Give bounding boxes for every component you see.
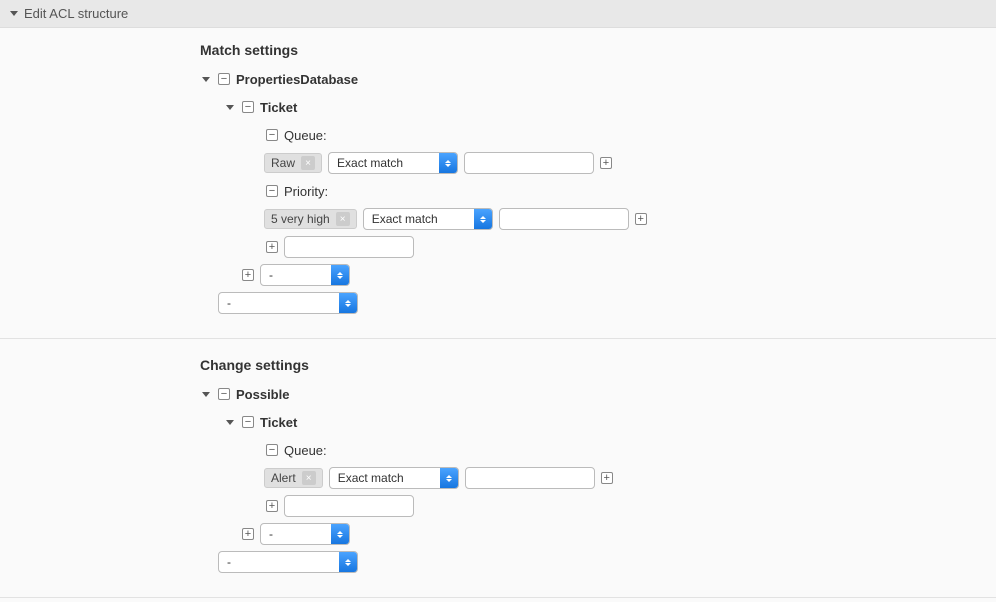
queue-match-select[interactable]: Exact match [328, 152, 458, 174]
field-select[interactable]: - [260, 264, 350, 286]
root-select[interactable]: - [218, 551, 358, 573]
caret-down-icon[interactable] [226, 105, 234, 110]
remove-tag-icon[interactable]: × [301, 156, 315, 170]
match-priority-label-row: Priority: [200, 180, 986, 202]
select-arrows-icon [331, 524, 349, 544]
new-field-input[interactable] [284, 495, 414, 517]
select-arrows-icon [339, 293, 357, 313]
change-root-select-row: - [200, 551, 986, 573]
add-icon[interactable] [600, 157, 612, 169]
match-new-field-row [200, 236, 986, 258]
queue-match-select-value: Exact match [330, 468, 440, 488]
change-queue-label-row: Queue: [200, 439, 986, 461]
remove-tag-icon[interactable]: × [302, 471, 316, 485]
change-ticket-label: Ticket [260, 415, 297, 430]
queue-match-select[interactable]: Exact match [329, 467, 459, 489]
match-ticket-row: Ticket [200, 96, 986, 118]
match-queue-value-row: Raw × Exact match [200, 152, 986, 174]
priority-label: Priority: [284, 184, 328, 199]
field-select-value: - [261, 524, 331, 544]
change-root-label: Possible [236, 387, 289, 402]
queue-label: Queue: [284, 128, 327, 143]
collapse-icon[interactable] [218, 73, 230, 85]
collapse-icon[interactable] [266, 444, 278, 456]
section-divider [0, 338, 996, 339]
new-field-input[interactable] [284, 236, 414, 258]
queue-label: Queue: [284, 443, 327, 458]
queue-tag: Raw × [264, 153, 322, 173]
queue-match-select-value: Exact match [329, 153, 439, 173]
collapse-icon[interactable] [242, 416, 254, 428]
change-new-field-row [200, 495, 986, 517]
caret-down-icon[interactable] [202, 77, 210, 82]
queue-value-input[interactable] [465, 467, 595, 489]
collapse-icon[interactable] [218, 388, 230, 400]
queue-tag-text: Raw [271, 156, 295, 170]
field-select-value: - [261, 265, 331, 285]
collapse-icon[interactable] [266, 185, 278, 197]
select-arrows-icon [339, 552, 357, 572]
select-arrows-icon [331, 265, 349, 285]
change-root-row: Possible [200, 383, 986, 405]
priority-value-input[interactable] [499, 208, 629, 230]
root-select-value: - [219, 293, 339, 313]
match-priority-value-row: 5 very high × Exact match [200, 208, 986, 230]
select-arrows-icon [474, 209, 492, 229]
panel-title: Edit ACL structure [24, 6, 128, 21]
add-icon[interactable] [635, 213, 647, 225]
caret-down-icon[interactable] [226, 420, 234, 425]
root-select[interactable]: - [218, 292, 358, 314]
queue-tag: Alert × [264, 468, 323, 488]
collapse-icon[interactable] [266, 129, 278, 141]
match-field-select-row: - [200, 264, 986, 286]
caret-down-icon[interactable] [202, 392, 210, 397]
add-icon[interactable] [266, 500, 278, 512]
select-arrows-icon [440, 468, 458, 488]
change-section: Change settings Possible Ticket Queue: A… [0, 343, 996, 593]
priority-tag: 5 very high × [264, 209, 357, 229]
change-section-title: Change settings [200, 357, 986, 373]
add-icon[interactable] [242, 528, 254, 540]
match-queue-label-row: Queue: [200, 124, 986, 146]
field-select[interactable]: - [260, 523, 350, 545]
match-root-select-row: - [200, 292, 986, 314]
remove-tag-icon[interactable]: × [336, 212, 350, 226]
match-section-title: Match settings [200, 42, 986, 58]
match-ticket-label: Ticket [260, 100, 297, 115]
add-icon[interactable] [242, 269, 254, 281]
priority-match-select[interactable]: Exact match [363, 208, 493, 230]
panel-header[interactable]: Edit ACL structure [0, 0, 996, 28]
add-icon[interactable] [601, 472, 613, 484]
priority-tag-text: 5 very high [271, 212, 330, 226]
section-divider [0, 597, 996, 598]
queue-tag-text: Alert [271, 471, 296, 485]
collapse-icon[interactable] [242, 101, 254, 113]
select-arrows-icon [439, 153, 457, 173]
caret-down-icon [10, 11, 18, 16]
match-root-label: PropertiesDatabase [236, 72, 358, 87]
queue-value-input[interactable] [464, 152, 594, 174]
match-section: Match settings PropertiesDatabase Ticket… [0, 28, 996, 334]
root-select-value: - [219, 552, 339, 572]
change-queue-value-row: Alert × Exact match [200, 467, 986, 489]
match-root-row: PropertiesDatabase [200, 68, 986, 90]
add-icon[interactable] [266, 241, 278, 253]
change-field-select-row: - [200, 523, 986, 545]
priority-match-select-value: Exact match [364, 209, 474, 229]
change-ticket-row: Ticket [200, 411, 986, 433]
